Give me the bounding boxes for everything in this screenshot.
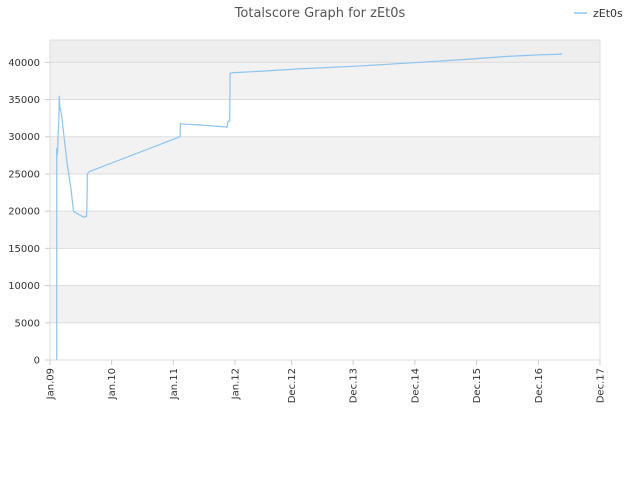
y-tick-label: 5000 [15,318,40,329]
y-axis: 0 5000 10000 15000 20000 25000 30000 35000 40000 [8,58,50,367]
plot-band [50,136,600,174]
legend: zEt0s [574,7,623,20]
x-tick-label: Jan.12 [230,368,241,400]
x-tick-label: Jan.11 [169,368,180,400]
x-tick-label: Dec.17 [596,368,607,403]
x-tick-label: Dec.12 [287,368,298,403]
series-line-zEt0s [56,53,563,360]
y-tick-label: 20000 [8,207,40,218]
x-tick-label: Jan.09 [46,368,57,400]
chart-title: Totalscore Graph for zEt0s [234,6,406,21]
x-tick-label: Dec.14 [410,368,421,403]
y-tick-label: 0 [34,356,40,367]
plot-band [50,211,600,249]
x-tick-label: Dec.16 [534,368,545,403]
x-tick-label: Dec.15 [472,368,483,403]
y-tick-label: 35000 [8,95,40,106]
y-tick-label: 30000 [8,132,40,143]
y-tick-label: 10000 [8,281,40,292]
plot-band [50,40,600,63]
plot-bands [50,40,600,323]
plot-band [50,285,600,323]
y-tick-label: 40000 [8,58,40,69]
plot-frame [49,39,601,361]
y-tick-label: 15000 [8,244,40,255]
grid-lines [50,61,600,361]
plot-band [50,62,600,100]
x-axis: Jan.09 Jan.10 Jan.11 Jan.12 Dec.12 Dec.13 Dec.… [46,360,607,403]
x-tick-label: Jan.10 [107,368,118,400]
legend-label: zEt0s [593,7,623,20]
y-tick-label: 25000 [8,169,40,180]
x-tick-label: Dec.13 [349,368,360,403]
